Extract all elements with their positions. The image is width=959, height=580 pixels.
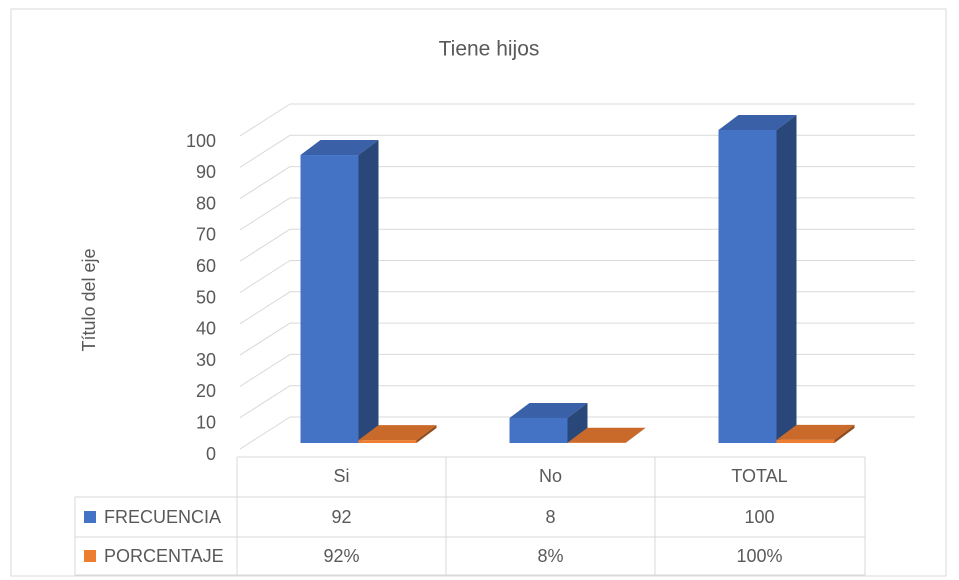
y-tick-label: 30 — [196, 350, 216, 370]
legend-swatch — [84, 550, 96, 562]
bar — [509, 417, 568, 443]
y-tick-label: 80 — [196, 193, 216, 213]
bar-side — [776, 115, 797, 443]
y-tick-label: 60 — [196, 256, 216, 276]
grid-line — [239, 134, 291, 168]
bar-side — [416, 425, 437, 443]
grid-line — [239, 416, 291, 450]
legend-label: FRECUENCIA — [104, 507, 221, 527]
legend-swatch — [84, 511, 96, 523]
x-tick-label: No — [539, 466, 562, 486]
y-tick-label: 40 — [196, 319, 216, 339]
bar-side — [358, 140, 379, 444]
bar-top — [509, 402, 588, 418]
y-tick-label: 100 — [186, 131, 216, 151]
table-cell: 92 — [331, 507, 351, 527]
bar-top — [358, 425, 437, 441]
y-tick-label: 0 — [206, 444, 216, 464]
bar — [358, 440, 417, 443]
bar-side — [834, 424, 855, 443]
y-tick-label: 10 — [196, 412, 216, 432]
grid-line — [239, 322, 291, 356]
bar-side — [567, 402, 588, 443]
chart-border — [10, 8, 947, 577]
x-tick-label: Si — [333, 466, 349, 486]
table-cell: 100 — [744, 507, 774, 527]
bar-top — [300, 140, 379, 156]
bar-top — [718, 115, 797, 130]
bar-top — [567, 427, 646, 443]
bar — [300, 155, 359, 444]
grid-line — [239, 353, 291, 387]
y-axis-title: Título del eje — [79, 248, 99, 351]
y-tick-label: 90 — [196, 162, 216, 182]
table-cell: 100% — [736, 546, 782, 566]
bar-side — [625, 427, 646, 443]
grid-line — [239, 385, 291, 419]
bar-top — [776, 424, 855, 440]
grid-line — [239, 260, 291, 293]
grid-line — [239, 103, 291, 137]
bar — [776, 439, 835, 443]
grid-line — [239, 166, 291, 200]
table-cell: 8% — [537, 546, 563, 566]
y-tick-label: 70 — [196, 225, 216, 245]
grid-line — [239, 291, 291, 325]
x-tick-label: TOTAL — [731, 466, 787, 486]
grid-line — [239, 197, 291, 231]
bar — [718, 130, 777, 443]
table-cell: 8 — [545, 507, 555, 527]
legend-label: PORCENTAJE — [104, 546, 224, 566]
y-tick-label: 20 — [196, 381, 216, 401]
table-cell: 92% — [323, 546, 359, 566]
chart-title: Tiene hijos — [439, 38, 540, 61]
grid-line — [239, 228, 291, 262]
y-tick-label: 50 — [196, 287, 216, 307]
